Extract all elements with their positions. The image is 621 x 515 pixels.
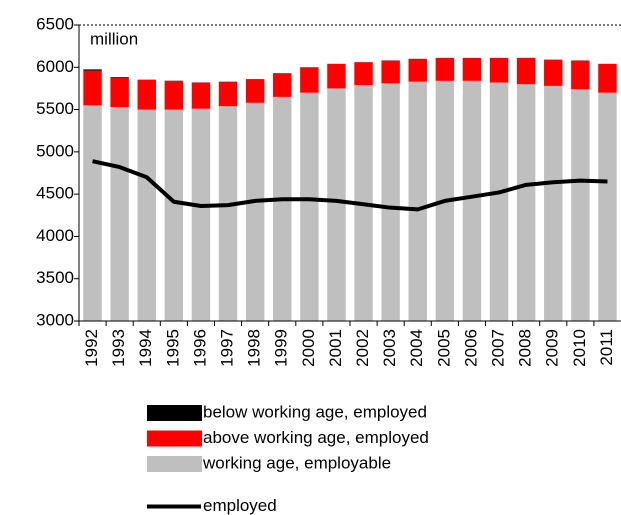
bar <box>435 57 455 81</box>
bar <box>110 77 129 108</box>
bar <box>408 81 427 321</box>
bar <box>381 83 400 322</box>
bar <box>245 79 265 103</box>
unit-label: million <box>90 29 138 48</box>
x-tick-label: 2003 <box>380 329 399 367</box>
legend-swatch <box>147 456 202 472</box>
bar <box>164 109 184 321</box>
bar <box>381 60 400 84</box>
x-tick-label: 1997 <box>218 329 237 367</box>
bar <box>489 82 509 321</box>
bar <box>327 63 346 89</box>
bar <box>598 92 617 322</box>
bar <box>571 89 590 321</box>
legend-label: below working age, employed <box>203 402 427 421</box>
bar <box>544 85 563 322</box>
bar <box>462 57 482 81</box>
x-tick-label: 2010 <box>570 329 589 367</box>
legend-label: working age, employable <box>202 453 391 472</box>
bar <box>489 57 509 83</box>
y-tick-label: 5500 <box>36 99 74 118</box>
bar <box>516 57 536 85</box>
bar <box>137 79 156 110</box>
bar <box>245 102 265 321</box>
x-tick-label: 2006 <box>461 329 480 367</box>
x-tick-label: 1993 <box>109 329 128 367</box>
x-tick-label: 2000 <box>299 329 318 367</box>
x-tick-label: 2007 <box>489 329 508 367</box>
legend-label: above working age, employed <box>203 428 429 447</box>
bar <box>83 70 102 106</box>
x-tick-label: 2005 <box>434 329 453 367</box>
bar <box>544 59 563 86</box>
y-tick-label: 6000 <box>36 57 74 76</box>
bar <box>83 105 102 321</box>
bar <box>327 88 346 321</box>
bar <box>462 80 482 322</box>
legend-label: employed <box>203 496 277 515</box>
x-tick-label: 2001 <box>326 329 345 367</box>
x-tick-label: 2004 <box>407 329 426 367</box>
bar <box>137 109 156 321</box>
bar <box>83 69 102 71</box>
legend-swatch <box>147 405 202 421</box>
y-tick-label: 6500 <box>36 14 74 33</box>
bar <box>598 63 617 93</box>
y-tick-label: 5000 <box>36 141 74 160</box>
x-tick-label: 1998 <box>245 329 264 367</box>
x-tick-label: 1999 <box>272 329 291 367</box>
x-tick-label: 2008 <box>516 329 535 367</box>
bar <box>516 84 536 321</box>
y-tick-label: 4500 <box>36 184 74 203</box>
y-tick-label: 3500 <box>36 268 74 287</box>
line-series <box>92 159 608 212</box>
bar <box>408 58 427 82</box>
bar <box>354 62 373 86</box>
x-tick-label: 1995 <box>163 329 182 367</box>
x-tick-label: 2009 <box>543 329 562 367</box>
x-tick-label: 1996 <box>190 329 209 367</box>
bar <box>191 108 211 322</box>
bar <box>164 80 184 110</box>
bar <box>191 82 211 109</box>
y-tick-label: 4000 <box>36 226 74 245</box>
bar <box>300 67 319 93</box>
bar <box>571 60 590 90</box>
x-tick-label: 2002 <box>353 329 372 367</box>
bar <box>273 73 292 97</box>
x-tick-label: 2011 <box>597 329 616 366</box>
bar <box>110 107 129 321</box>
bar <box>273 96 292 321</box>
x-tick-label: 1994 <box>136 329 155 367</box>
x-tick-label: 1992 <box>82 329 101 367</box>
bar <box>218 81 238 107</box>
bar <box>218 106 238 321</box>
y-tick-label: 3000 <box>36 310 74 329</box>
legend-swatch <box>147 430 202 447</box>
bar <box>300 92 319 322</box>
